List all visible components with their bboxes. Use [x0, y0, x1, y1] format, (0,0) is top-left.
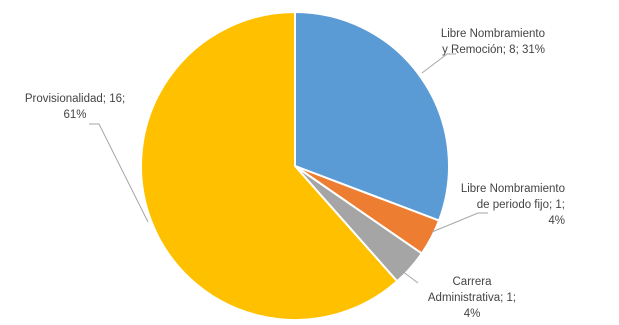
leader-line — [397, 267, 419, 284]
leader-line — [89, 123, 149, 223]
data-label-line: 4% — [548, 215, 565, 227]
data-label-line: 61% — [63, 109, 86, 121]
slice-provisionalidad — [140, 10, 399, 321]
data-label-line: Libre Nombramiento — [441, 28, 545, 40]
slice-libre-nombramiento-remocion — [294, 10, 450, 222]
data-label-line: Provisionalidad; 16; — [25, 93, 125, 105]
label-carrera-administrativa: Carrera Administrativa; 1; 4% — [428, 276, 516, 320]
data-label-line: Libre Nombramiento — [461, 183, 565, 195]
leader-line — [431, 212, 488, 233]
data-label-line: 4% — [464, 308, 481, 320]
data-label-line: Administrativa; 1; — [428, 292, 516, 304]
label-libre-nombramiento-remocion: Libre Nombramiento y Remoción; 8; 31% — [441, 28, 545, 56]
label-libre-nombramiento-periodo-fijo: Libre Nombramiento de periodo fijo; 1; 4% — [461, 183, 565, 227]
leader-line — [421, 53, 456, 74]
data-label-line: de periodo fijo; 1; — [477, 199, 565, 211]
label-provisionalidad: Provisionalidad; 16; 61% — [25, 93, 125, 121]
pie-slices — [140, 10, 450, 321]
data-labels: Libre Nombramiento y Remoción; 8; 31%Libr… — [25, 28, 565, 320]
leader-lines — [89, 53, 488, 284]
data-label-line: Carrera — [453, 276, 493, 288]
data-label-line: y Remoción; 8; 31% — [442, 44, 545, 56]
